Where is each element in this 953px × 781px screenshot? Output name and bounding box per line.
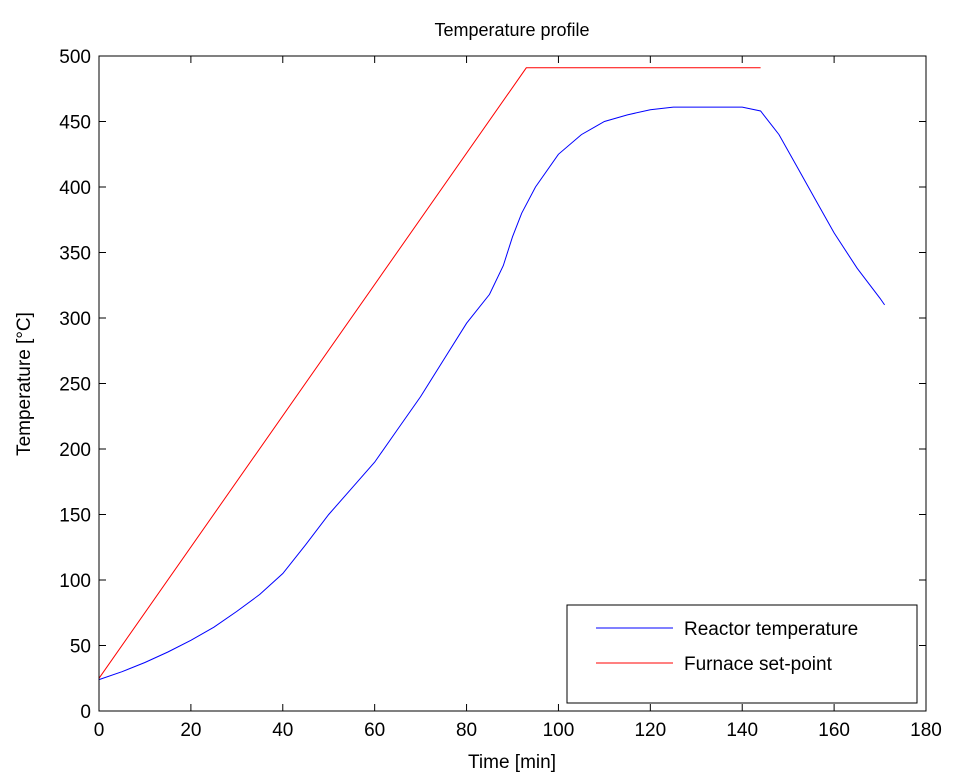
axis-ticks: 0 20 40 60 80 100 120 140 160 180 0 50 100 150 200 250 3… (59, 47, 942, 741)
x-tick-label: 100 (543, 720, 575, 741)
y-tick-label: 150 (59, 506, 91, 527)
y-tick-label: 350 (59, 244, 91, 265)
x-tick-label: 140 (726, 720, 758, 741)
x-tick-label: 180 (910, 720, 942, 741)
plot-area-frame (98, 55, 927, 712)
chart-title: Temperature profile (434, 20, 589, 40)
y-tick-label: 50 (70, 637, 91, 658)
series-line-furnace-set-point (98, 67, 761, 679)
x-tick-label: 80 (456, 720, 477, 741)
y-axis-label: Temperature [°C] (14, 312, 35, 456)
y-tick-label: 200 (59, 440, 91, 461)
series-line-reactor-temperature (98, 106, 886, 681)
plot-lines (98, 67, 886, 681)
x-tick-label: 120 (634, 720, 666, 741)
y-tick-label: 400 (59, 178, 91, 199)
x-tick-label: 20 (180, 720, 201, 741)
legend-label-furnace-set-point: Furnace set-point (684, 654, 833, 675)
x-axis-label: Time [min] (468, 752, 556, 773)
y-tick-label: 300 (59, 309, 91, 330)
x-tick-label: 60 (364, 720, 385, 741)
x-tick-label: 0 (94, 720, 105, 741)
legend: Reactor temperature Furnace set-point (566, 604, 918, 704)
y-tick-label: 500 (59, 47, 91, 68)
y-tick-label: 250 (59, 375, 91, 396)
legend-box (566, 604, 918, 704)
y-tick-label: 450 (59, 113, 91, 134)
y-tick-label: 0 (80, 702, 91, 723)
legend-label-reactor-temperature: Reactor temperature (684, 619, 858, 640)
x-tick-label: 40 (272, 720, 293, 741)
x-tick-label: 160 (818, 720, 850, 741)
y-tick-label: 100 (59, 571, 91, 592)
